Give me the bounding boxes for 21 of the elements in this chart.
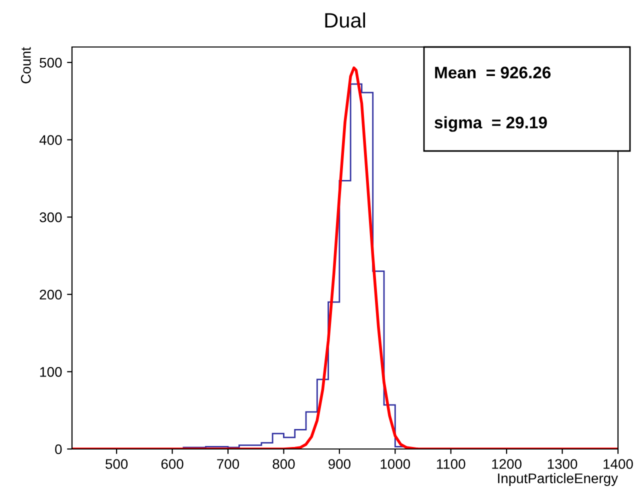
x-tick-label: 500 xyxy=(106,459,128,469)
x-tick-label: 1000 xyxy=(380,459,410,469)
y-tick-label: 100 xyxy=(40,367,62,377)
x-tick-label: 900 xyxy=(328,459,350,469)
annotation: Mean = 926.26 xyxy=(435,66,551,78)
x-tick-label: 1100 xyxy=(436,459,466,469)
y-tick-label: 500 xyxy=(40,58,62,68)
y-tick-label: 400 xyxy=(39,135,62,145)
x-tick-label: 600 xyxy=(161,459,184,469)
x-tick-label: 1300 xyxy=(548,459,578,469)
y-tick-label: 300 xyxy=(40,212,62,222)
x-tick-label: 1200 xyxy=(492,459,522,469)
x-tick-label: 700 xyxy=(217,459,240,469)
annotation: sigma = 29.19 xyxy=(434,116,547,132)
y-axis-title: Count xyxy=(20,47,31,84)
chart-title: Dual xyxy=(325,12,366,28)
x-axis-title: InputParticleEnergy xyxy=(498,473,618,486)
x-tick-label: 1400 xyxy=(604,459,633,469)
y-tick-label: 0 xyxy=(55,444,62,454)
y-tick-label: 200 xyxy=(40,290,62,300)
x-tick-label: 800 xyxy=(272,459,295,469)
